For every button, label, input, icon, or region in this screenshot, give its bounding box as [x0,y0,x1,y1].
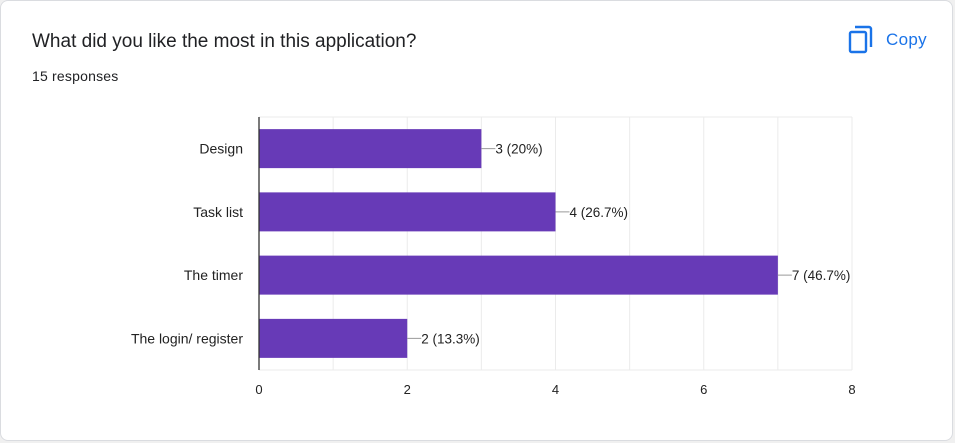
copy-button-label: Copy [886,30,927,49]
category-label: Design [199,141,243,157]
question-title: What did you like the most in this appli… [32,31,417,52]
category-label: The login/ register [131,330,243,346]
x-tick-label: 0 [255,382,262,397]
copy-icon [846,25,874,55]
x-tick-label: 6 [700,382,707,397]
category-label: Task list [193,204,243,220]
data-label: 3 (20%) [495,142,542,157]
bar [259,318,408,358]
category-label: The timer [184,267,243,283]
bar [259,192,556,232]
bar [259,129,482,169]
data-label: 2 (13.3%) [421,331,480,346]
x-tick-label: 4 [552,382,559,397]
x-tick-label: 2 [404,382,411,397]
data-label: 4 (26.7%) [570,205,629,220]
response-count: 15 responses [32,68,119,84]
bar [259,255,778,295]
data-label: 7 (46.7%) [792,268,851,283]
x-tick-label: 8 [848,382,855,397]
copy-button[interactable]: Copy [840,23,933,57]
